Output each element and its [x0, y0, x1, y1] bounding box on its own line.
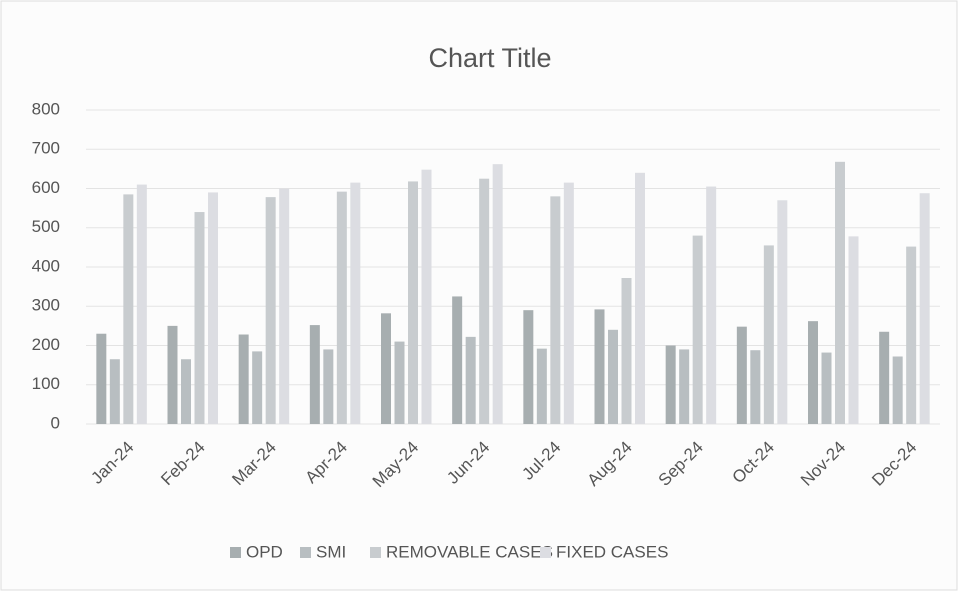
- bar: [563, 182, 574, 424]
- bar: [279, 188, 290, 424]
- bar: [706, 186, 717, 424]
- bar: [550, 196, 561, 424]
- bar: [479, 178, 490, 424]
- bar: [879, 331, 890, 424]
- bar: [323, 349, 334, 424]
- y-tick-label: 300: [32, 296, 60, 315]
- legend-label: FIXED CASES: [556, 542, 668, 561]
- bar: [452, 296, 463, 424]
- bar: [181, 359, 191, 424]
- bar: [821, 352, 832, 424]
- bar: [421, 169, 432, 424]
- y-tick-label: 100: [32, 374, 60, 393]
- bar: [208, 192, 218, 424]
- bar: [621, 277, 632, 424]
- bar: [492, 164, 503, 425]
- bar: [96, 333, 107, 424]
- bar: [381, 313, 391, 424]
- legend-label: SMI: [316, 542, 346, 561]
- y-tick-label: 600: [32, 178, 60, 197]
- bar: [350, 182, 361, 424]
- y-tick-label: 700: [32, 139, 60, 158]
- bar: [777, 200, 788, 424]
- bar: [265, 197, 276, 424]
- bar: [194, 212, 205, 424]
- bar: [336, 191, 347, 424]
- bar: [238, 334, 249, 424]
- bar: [906, 246, 917, 424]
- bar: [835, 161, 845, 424]
- y-tick-label: 400: [32, 256, 60, 275]
- bar: [167, 325, 178, 424]
- bar: [665, 345, 676, 424]
- bar: [594, 309, 605, 424]
- bar: [692, 235, 703, 424]
- legend-swatch: [230, 547, 241, 558]
- bar: [892, 356, 903, 424]
- bar: [919, 193, 930, 424]
- legend-label: REMOVABLE CASES: [386, 542, 553, 561]
- bar: [848, 236, 859, 424]
- bar: [109, 359, 120, 424]
- legend-swatch: [300, 547, 311, 558]
- legend-label: OPD: [246, 542, 283, 561]
- y-tick-label: 200: [32, 335, 60, 354]
- legend-swatch: [370, 547, 381, 558]
- bar: [394, 341, 405, 424]
- bar: [536, 348, 547, 424]
- bar: [252, 351, 263, 424]
- y-tick-label: 500: [32, 217, 60, 236]
- chart-title: Chart Title: [428, 43, 551, 73]
- bar: [736, 326, 747, 424]
- bar: [465, 336, 476, 424]
- y-tick-label: 0: [51, 413, 60, 432]
- bar: [763, 245, 774, 424]
- bar: [123, 194, 134, 424]
- bar: [136, 184, 147, 424]
- bar: [808, 321, 818, 424]
- y-tick-label: 800: [32, 99, 60, 118]
- bar: [608, 329, 618, 424]
- bar: [408, 181, 418, 424]
- bar: [523, 310, 534, 424]
- bar: [750, 350, 761, 424]
- bar: [309, 325, 320, 424]
- bar: [679, 349, 690, 424]
- bar: [635, 172, 645, 424]
- legend-swatch: [540, 547, 551, 558]
